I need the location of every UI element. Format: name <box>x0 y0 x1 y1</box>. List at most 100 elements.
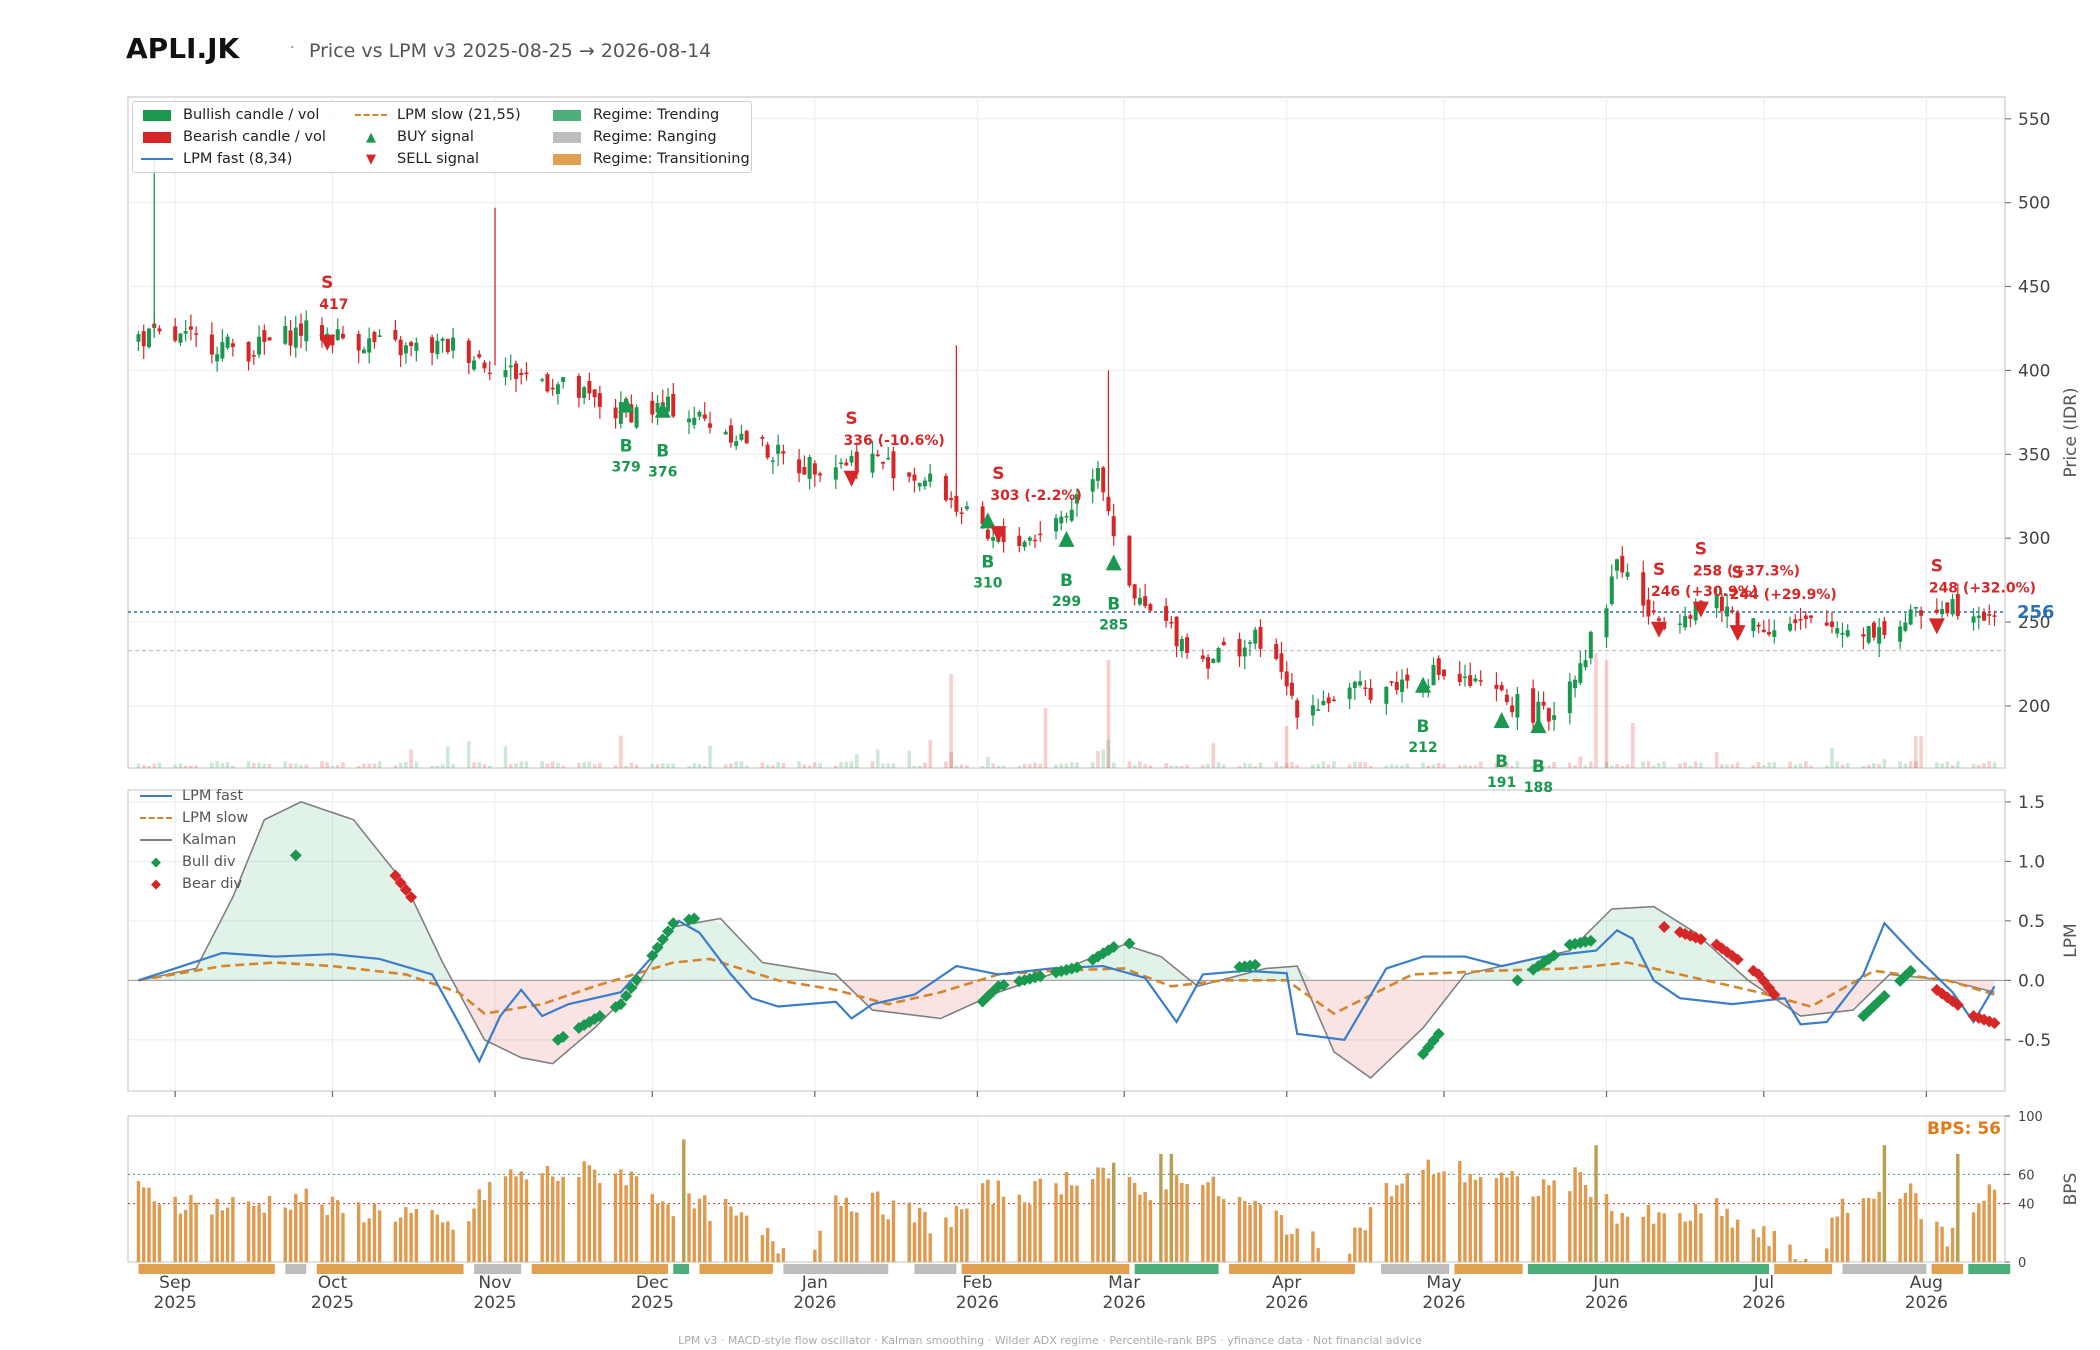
bps-bar <box>1070 1185 1074 1262</box>
bps-bar <box>183 1209 188 1262</box>
bps-bar <box>1903 1192 1908 1262</box>
price-panel-frame <box>127 96 2006 769</box>
regime-segment-transitioning <box>138 1264 275 1274</box>
lpm-legend: LPM fast LPM slow Kalman ◆ Bull div ◆ Be… <box>132 784 282 896</box>
sell-signal-marker <box>1650 621 1667 638</box>
candle-body <box>1992 615 1997 617</box>
bps-bar <box>1877 1191 1881 1262</box>
candle-body <box>1987 614 1992 616</box>
candle-body <box>812 463 817 475</box>
legend-sell: ▼ SELL signal <box>355 149 479 169</box>
volume-bar <box>1332 761 1336 768</box>
candle-body <box>1054 518 1059 532</box>
bps-bar <box>561 1176 565 1262</box>
bull-divergence-marker <box>1878 989 1891 1002</box>
bps-bar <box>1478 1176 1483 1262</box>
candle-body <box>807 457 812 479</box>
bps-bar <box>1982 1200 1986 1262</box>
bps-bar <box>1347 1253 1352 1262</box>
bps-bar <box>1075 1185 1079 1262</box>
bps-bar <box>986 1179 990 1262</box>
volume-bar <box>1096 751 1100 768</box>
x-tick-month-label: Apr <box>1272 1273 1301 1293</box>
bps-bar <box>1243 1201 1247 1262</box>
volume-bar <box>152 763 157 768</box>
candle-body <box>959 512 964 514</box>
bear-divergence-marker <box>389 869 402 882</box>
candle-body <box>697 411 702 417</box>
volume-bar <box>1027 763 1032 768</box>
volume-bar <box>257 762 261 768</box>
bps-bar <box>545 1166 550 1262</box>
legend-bearish-label: Bearish candle / vol <box>183 129 326 145</box>
bull-divergence-marker <box>1584 934 1597 947</box>
bps-bar <box>440 1222 445 1262</box>
volume-bar <box>1882 758 1887 768</box>
bps-bar <box>1536 1195 1541 1262</box>
bps-bar <box>619 1169 623 1262</box>
volume-bar <box>1311 764 1315 768</box>
bps-bar <box>215 1198 219 1262</box>
bps-bar <box>1400 1183 1404 1262</box>
volume-bar <box>1499 762 1504 768</box>
candle-body <box>1877 627 1882 644</box>
legend-lpm-fast-label: LPM fast (8,34) <box>183 151 293 167</box>
candle-body <box>1400 679 1405 693</box>
candle-body <box>634 407 639 428</box>
candle-body <box>650 400 655 415</box>
candle-body <box>1641 572 1646 606</box>
bps-bar <box>991 1203 995 1262</box>
bps-bar <box>283 1207 287 1262</box>
bps-bar <box>210 1214 214 1262</box>
volume-bar <box>372 763 377 768</box>
bps-tick-label: 100 <box>2018 1110 2043 1125</box>
bps-bar <box>1285 1234 1289 1262</box>
bps-bar <box>634 1176 639 1262</box>
candle-body <box>1898 626 1903 642</box>
bps-bar <box>1405 1173 1409 1262</box>
regime-segment-transitioning <box>1229 1264 1355 1274</box>
volume-bar <box>1657 763 1661 768</box>
bps-bar <box>818 1230 822 1262</box>
volume-bar <box>540 761 544 768</box>
volume-bar <box>776 762 780 768</box>
candle-body <box>1903 622 1908 631</box>
bps-bar <box>1353 1227 1357 1262</box>
volume-bar <box>1531 765 1535 768</box>
candle-body <box>991 537 996 541</box>
volume-bar <box>1594 653 1598 768</box>
x-tick-year-label: 2026 <box>1422 1293 1465 1313</box>
buy-signal-marker <box>979 512 996 529</box>
volume-bar <box>514 763 518 768</box>
legend-transitioning-label: Regime: Transitioning <box>593 151 750 167</box>
bps-bar <box>1033 1181 1037 1262</box>
bull-div-diamond-icon: ◆ <box>151 854 161 870</box>
price-tick-label: 550 <box>2018 110 2050 130</box>
volume-bar <box>1987 761 1992 768</box>
lpm-legend-fast: LPM fast <box>140 786 243 806</box>
volume-bar <box>912 765 917 768</box>
volume-bar <box>299 764 303 768</box>
regime-segment-ranging <box>783 1264 889 1274</box>
volume-bar <box>1017 765 1022 768</box>
bear-divergence-marker <box>1731 953 1744 966</box>
bps-bar <box>189 1194 193 1262</box>
volume-bar <box>781 763 786 768</box>
legend-transitioning: Regime: Transitioning <box>553 149 750 169</box>
volume-bar <box>1908 761 1913 768</box>
bps-bar <box>1950 1227 1955 1262</box>
bps-bar <box>1515 1176 1520 1262</box>
regime-segment-trending <box>1968 1264 2011 1274</box>
bps-bar <box>372 1203 377 1262</box>
buy-signal-price-label: 379 <box>611 460 640 476</box>
volume-bar <box>917 765 922 768</box>
bear-divergence-marker <box>394 876 407 889</box>
candle-body <box>1688 615 1693 619</box>
volume-bar <box>430 765 434 768</box>
bps-bar <box>356 1202 361 1262</box>
bps-bar <box>1384 1183 1389 1262</box>
sell-signal-letter: S <box>1695 540 1707 560</box>
volume-bar <box>252 762 256 768</box>
volume-bar <box>1111 762 1116 768</box>
volume-bar <box>1809 765 1813 768</box>
